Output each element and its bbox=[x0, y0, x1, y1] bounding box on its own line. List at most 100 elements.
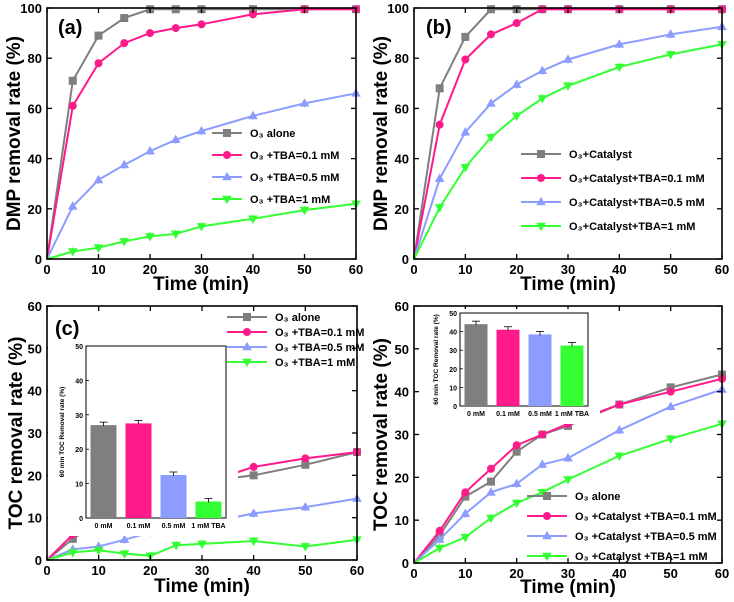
legend-label: O₃+Catalyst+TBA=1 mM bbox=[569, 221, 695, 233]
legend: O₃ alone O₃ +TBA=0.1 mM O₃ +TBA=0.5 mM O₃ +… bbox=[212, 128, 339, 206]
data-point bbox=[434, 544, 445, 554]
data-point bbox=[511, 112, 522, 122]
data-point bbox=[93, 174, 104, 184]
data-point bbox=[171, 541, 181, 551]
legend-label: O₃ +TBA=1 mM bbox=[275, 357, 355, 369]
y-tick-label: 0 bbox=[402, 556, 409, 571]
data-point bbox=[486, 514, 496, 524]
y-tick-label: 20 bbox=[28, 202, 42, 217]
data-point bbox=[67, 248, 78, 257]
data-point bbox=[120, 14, 129, 23]
y-tick-label: 20 bbox=[28, 468, 42, 483]
x-tick-label: 60 bbox=[715, 566, 729, 581]
inset-bar bbox=[464, 324, 488, 406]
data-point bbox=[511, 499, 522, 509]
panel-label: (c) bbox=[55, 318, 79, 340]
x-tick-label: 50 bbox=[663, 566, 677, 581]
inset-category-label: 1 mM TBA bbox=[191, 523, 225, 530]
x-tick-label: 0 bbox=[410, 566, 417, 581]
panel-a: 0 10 20 30 40 50 60 0 20 40 60 80 100 (a) DMP removal … bbox=[4, 1, 363, 295]
data-point bbox=[435, 526, 444, 535]
legend-marker bbox=[242, 327, 251, 336]
data-point bbox=[249, 471, 258, 480]
series-line bbox=[46, 202, 357, 260]
series-green bbox=[413, 40, 727, 260]
data-point bbox=[301, 454, 310, 463]
panel-b: 0 10 20 30 40 50 60 0 20 40 60 80 100 (b) DMP removal … bbox=[371, 1, 729, 295]
series-line bbox=[46, 538, 358, 561]
data-point bbox=[434, 204, 445, 213]
inset-y-tick-label: 20 bbox=[449, 367, 457, 374]
data-point bbox=[563, 476, 573, 485]
inset-y-tick-label: 40 bbox=[449, 330, 457, 337]
y-tick-label: 0 bbox=[402, 252, 409, 267]
x-tick-label: 40 bbox=[246, 262, 260, 277]
data-point bbox=[145, 233, 155, 242]
series-line bbox=[413, 373, 723, 564]
y-axis-label: TOC removal rate (%) bbox=[6, 337, 27, 530]
inset-bar bbox=[528, 334, 552, 406]
y-tick-label: 60 bbox=[395, 299, 409, 314]
y-tick-label: 60 bbox=[28, 299, 42, 314]
data-point bbox=[486, 464, 495, 473]
data-point bbox=[512, 441, 521, 450]
data-point bbox=[248, 110, 258, 120]
data-point bbox=[119, 550, 130, 559]
x-tick-label: 30 bbox=[561, 262, 575, 277]
y-tick-label: 100 bbox=[387, 1, 409, 16]
data-point bbox=[537, 65, 548, 75]
data-point bbox=[434, 173, 445, 182]
inset-frame bbox=[459, 312, 589, 407]
x-tick-label: 30 bbox=[195, 563, 209, 578]
data-point bbox=[93, 244, 104, 253]
series-line bbox=[46, 8, 356, 260]
data-point bbox=[68, 76, 77, 85]
data-point bbox=[511, 478, 522, 488]
data-point bbox=[93, 546, 104, 556]
legend-label: O₃ +Catalyst +TBA=0.5 mM bbox=[575, 531, 717, 543]
data-point bbox=[119, 534, 130, 543]
y-tick-label: 10 bbox=[395, 513, 409, 528]
data-point bbox=[486, 487, 496, 496]
inset-category-label: 0 mM bbox=[95, 523, 113, 530]
x-tick-label: 20 bbox=[143, 563, 157, 578]
legend-label: O₃ alone bbox=[250, 128, 295, 140]
panel-label: (a) bbox=[58, 17, 82, 39]
data-point bbox=[665, 401, 676, 410]
data-point bbox=[511, 79, 522, 88]
data-point bbox=[145, 29, 154, 38]
data-point bbox=[197, 540, 207, 550]
data-point bbox=[435, 120, 444, 129]
inset-y-tick-label: 30 bbox=[75, 413, 83, 420]
y-tick-label: 20 bbox=[395, 202, 409, 217]
legend-label: O₃ +Catalyst +TBA=0.1 mM bbox=[575, 511, 717, 523]
inset-category-label: 1 mM TBA bbox=[555, 411, 589, 418]
legend: O₃ alone O₃ +Catalyst +TBA=0.1 mM O₃ +Cata… bbox=[527, 491, 717, 563]
data-point bbox=[196, 125, 207, 135]
legend: O₃ alone O₃ +TBA=0.1 mM O₃ +TBA=0.5 mM O₃ +… bbox=[227, 312, 364, 369]
data-point bbox=[614, 39, 625, 48]
legend-marker bbox=[536, 196, 546, 206]
data-point bbox=[119, 159, 130, 169]
inset-y-tick-label: 50 bbox=[449, 311, 457, 318]
legend-marker bbox=[242, 358, 252, 368]
y-tick-label: 50 bbox=[28, 341, 42, 356]
legend-label: O₃ alone bbox=[575, 491, 620, 503]
legend: O₃+Catalyst O₃+Catalyst+TBA=0.1 mM O₃+Cata… bbox=[521, 149, 705, 233]
inset-frame bbox=[85, 345, 227, 519]
data-point bbox=[486, 98, 496, 107]
x-tick-label: 60 bbox=[349, 262, 363, 277]
inset-category-label: 0.1 mM bbox=[127, 523, 151, 530]
inset-bar-chart: 0 10 20 30 40 50 0 mM 0.1 mM 0.5 mM 1 mM TBA 60 mi… bbox=[422, 309, 600, 424]
series-line bbox=[413, 377, 723, 564]
data-point bbox=[299, 98, 310, 107]
y-tick-label: 40 bbox=[28, 384, 42, 399]
series-blue bbox=[413, 384, 727, 564]
data-point bbox=[461, 55, 470, 64]
data-point bbox=[461, 32, 470, 41]
y-axis-label: DMP removal rate (%) bbox=[371, 36, 392, 231]
series-green bbox=[46, 199, 361, 260]
legend-label: O₃ +TBA=0.1 mM bbox=[250, 150, 339, 162]
